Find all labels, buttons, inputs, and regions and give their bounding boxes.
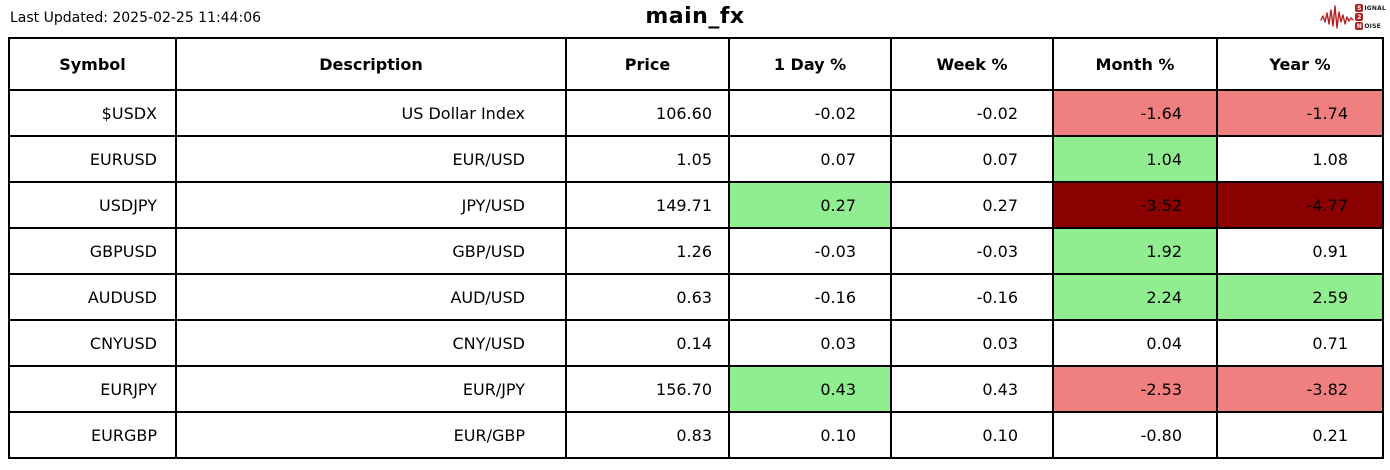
cell-symbol: EURUSD [8, 135, 177, 183]
cell-day-pct: 0.03 [728, 319, 892, 367]
header-month: Month % [1052, 37, 1218, 91]
cell-day-pct: 0.43 [728, 365, 892, 413]
cell-description: EUR/GBP [175, 411, 567, 459]
cell-description: EUR/JPY [175, 365, 567, 413]
cell-year-pct: 0.91 [1216, 227, 1384, 275]
cell-year-pct: 0.71 [1216, 319, 1384, 367]
cell-description: US Dollar Index [175, 89, 567, 137]
header-symbol: Symbol [8, 37, 177, 91]
table-row-audusd: AUDUSD AUD/USD 0.63 -0.16 -0.16 2.24 2.5… [8, 273, 1384, 321]
table-row-gbpusd: GBPUSD GBP/USD 1.26 -0.03 -0.03 1.92 0.9… [8, 227, 1384, 275]
cell-year-pct: -3.82 [1216, 365, 1384, 413]
cell-week-pct: 0.27 [890, 181, 1054, 229]
cell-year-pct: 2.59 [1216, 273, 1384, 321]
cell-year-pct: -1.74 [1216, 89, 1384, 137]
cell-week-pct: 0.03 [890, 319, 1054, 367]
cell-month-pct: -3.52 [1052, 181, 1218, 229]
cell-week-pct: -0.02 [890, 89, 1054, 137]
logo-letter-2: 2 [1355, 13, 1364, 21]
cell-year-pct: -4.77 [1216, 181, 1384, 229]
table-row-eurgbp: EURGBP EUR/GBP 0.83 0.10 0.10 -0.80 0.21 [8, 411, 1384, 459]
cell-description: GBP/USD [175, 227, 567, 275]
cell-symbol: EURGBP [8, 411, 177, 459]
cell-year-pct: 0.21 [1216, 411, 1384, 459]
cell-symbol: $USDX [8, 89, 177, 137]
logo-line-signal: S IGNAL [1355, 4, 1386, 12]
cell-week-pct: 0.43 [890, 365, 1054, 413]
cell-description: CNY/USD [175, 319, 567, 367]
cell-description: JPY/USD [175, 181, 567, 229]
cell-month-pct: 0.04 [1052, 319, 1218, 367]
logo-line-two: 2 [1355, 13, 1386, 21]
page-title: main_fx [645, 4, 745, 29]
cell-day-pct: 0.07 [728, 135, 892, 183]
waveform-icon [1320, 5, 1355, 29]
cell-day-pct: -0.03 [728, 227, 892, 275]
cell-week-pct: 0.07 [890, 135, 1054, 183]
cell-description: EUR/USD [175, 135, 567, 183]
cell-symbol: USDJPY [8, 181, 177, 229]
cell-price: 156.70 [565, 365, 730, 413]
logo-line-noise: N OISE [1355, 22, 1381, 30]
cell-price: 149.71 [565, 181, 730, 229]
header-row: Symbol Description Price 1 Day % Week % … [8, 37, 1384, 91]
cell-symbol: GBPUSD [8, 227, 177, 275]
cell-month-pct: -1.64 [1052, 89, 1218, 137]
cell-price: 1.26 [565, 227, 730, 275]
cell-month-pct: 1.04 [1052, 135, 1218, 183]
cell-symbol: EURJPY [8, 365, 177, 413]
table-row-eurjpy: EURJPY EUR/JPY 156.70 0.43 0.43 -2.53 -3… [8, 365, 1384, 413]
cell-day-pct: 0.10 [728, 411, 892, 459]
cell-price: 106.60 [565, 89, 730, 137]
header-week: Week % [890, 37, 1054, 91]
logo-letter-s: S [1355, 4, 1364, 12]
cell-price: 0.63 [565, 273, 730, 321]
cell-day-pct: -0.02 [728, 89, 892, 137]
logo-letter-n: N [1355, 22, 1364, 30]
cell-week-pct: 0.10 [890, 411, 1054, 459]
cell-price: 0.14 [565, 319, 730, 367]
cell-year-pct: 1.08 [1216, 135, 1384, 183]
cell-symbol: AUDUSD [8, 273, 177, 321]
header-description: Description [175, 37, 567, 91]
logo-text: S IGNAL 2 N OISE [1355, 4, 1386, 30]
cell-day-pct: -0.16 [728, 273, 892, 321]
header-1day: 1 Day % [728, 37, 892, 91]
cell-symbol: CNYUSD [8, 319, 177, 367]
fx-table-header: Symbol Description Price 1 Day % Week % … [8, 37, 1384, 91]
header-price: Price [565, 37, 730, 91]
table-row-cnyusd: CNYUSD CNY/USD 0.14 0.03 0.03 0.04 0.71 [8, 319, 1384, 367]
cell-month-pct: -0.80 [1052, 411, 1218, 459]
last-updated-timestamp: Last Updated: 2025-02-25 11:44:06 [10, 10, 262, 26]
fx-table-body: $USDX US Dollar Index 106.60 -0.02 -0.02… [8, 89, 1384, 459]
cell-week-pct: -0.03 [890, 227, 1054, 275]
cell-day-pct: 0.27 [728, 181, 892, 229]
table-row-eurusd: EURUSD EUR/USD 1.05 0.07 0.07 1.04 1.08 [8, 135, 1384, 183]
signal2noise-logo: S IGNAL 2 N OISE [1320, 2, 1386, 32]
cell-month-pct: 1.92 [1052, 227, 1218, 275]
cell-price: 0.83 [565, 411, 730, 459]
cell-week-pct: -0.16 [890, 273, 1054, 321]
header-year: Year % [1216, 37, 1384, 91]
fx-table: Symbol Description Price 1 Day % Week % … [8, 37, 1384, 459]
cell-description: AUD/USD [175, 273, 567, 321]
cell-price: 1.05 [565, 135, 730, 183]
cell-month-pct: -2.53 [1052, 365, 1218, 413]
table-row-usdx: $USDX US Dollar Index 106.60 -0.02 -0.02… [8, 89, 1384, 137]
cell-month-pct: 2.24 [1052, 273, 1218, 321]
table-row-usdjpy: USDJPY JPY/USD 149.71 0.27 0.27 -3.52 -4… [8, 181, 1384, 229]
